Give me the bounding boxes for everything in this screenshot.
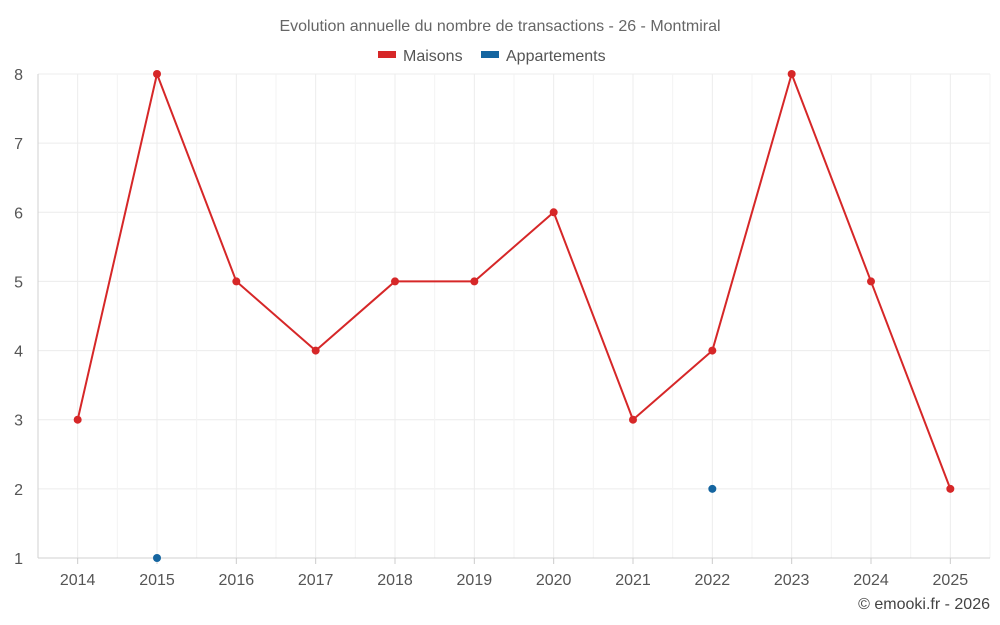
x-tick-label: 2023 xyxy=(774,572,810,589)
data-point-maisons-2015 xyxy=(153,70,161,78)
x-tick-label: 2020 xyxy=(536,572,572,589)
data-point-appartements-2022 xyxy=(708,484,717,493)
x-tick-label: 2022 xyxy=(695,572,731,589)
x-tick-label: 2014 xyxy=(60,572,96,589)
data-point-maisons-2018 xyxy=(391,277,399,286)
grid xyxy=(37,73,991,558)
legend-item-maisons[interactable]: Maisons xyxy=(378,48,463,65)
y-tick-label: 2 xyxy=(14,482,23,499)
x-tick-label: 2015 xyxy=(139,572,175,589)
series xyxy=(73,70,955,562)
data-point-maisons-2022 xyxy=(708,346,717,355)
series-appartements xyxy=(153,484,717,562)
x-tick-label: 2017 xyxy=(298,572,334,589)
legend-swatch-appartements xyxy=(481,51,499,58)
axes xyxy=(37,74,990,559)
series-line-maisons xyxy=(76,73,952,490)
legend-item-appartements[interactable]: Appartements xyxy=(481,48,606,65)
data-point-maisons-2016 xyxy=(232,277,241,286)
series-maisons xyxy=(73,70,955,493)
x-axis-ticks: 2014 2015 2016 2017 2018 2019 2020 2021 2022 2023… xyxy=(60,558,968,589)
data-point-maisons-2019 xyxy=(470,277,479,286)
y-axis-ticks: 1 2 3 4 5 6 7 8 xyxy=(14,67,23,568)
x-tick-label: 2019 xyxy=(457,572,493,589)
y-tick-label: 7 xyxy=(14,136,23,153)
legend: Maisons Appartements xyxy=(378,48,606,65)
chart-title: Evolution annuelle du nombre de transact… xyxy=(279,18,720,35)
y-tick-label: 6 xyxy=(14,205,23,222)
y-tick-label: 5 xyxy=(14,274,23,291)
y-tick-label: 3 xyxy=(14,413,23,430)
legend-label-maisons: Maisons xyxy=(403,48,463,65)
data-point-maisons-2017 xyxy=(311,346,320,355)
data-point-maisons-2014 xyxy=(73,415,82,424)
legend-label-appartements: Appartements xyxy=(506,48,606,65)
data-point-appartements-2015 xyxy=(153,554,161,562)
data-point-maisons-2020 xyxy=(549,208,558,217)
x-tick-label: 2021 xyxy=(615,572,651,589)
x-tick-label: 2016 xyxy=(219,572,255,589)
legend-swatch-maisons xyxy=(378,51,396,58)
credit-text: © emooki.fr - 2026 xyxy=(858,596,990,613)
x-tick-label: 2025 xyxy=(933,572,969,589)
y-tick-label: 8 xyxy=(14,67,23,84)
data-point-maisons-2023 xyxy=(787,70,796,78)
y-tick-label: 4 xyxy=(14,344,23,361)
data-point-maisons-2025 xyxy=(946,484,955,493)
x-tick-label: 2018 xyxy=(377,572,413,589)
x-tick-label: 2024 xyxy=(853,572,889,589)
data-point-maisons-2024 xyxy=(867,277,875,286)
data-point-maisons-2021 xyxy=(629,415,637,424)
y-tick-label: 1 xyxy=(14,551,23,568)
